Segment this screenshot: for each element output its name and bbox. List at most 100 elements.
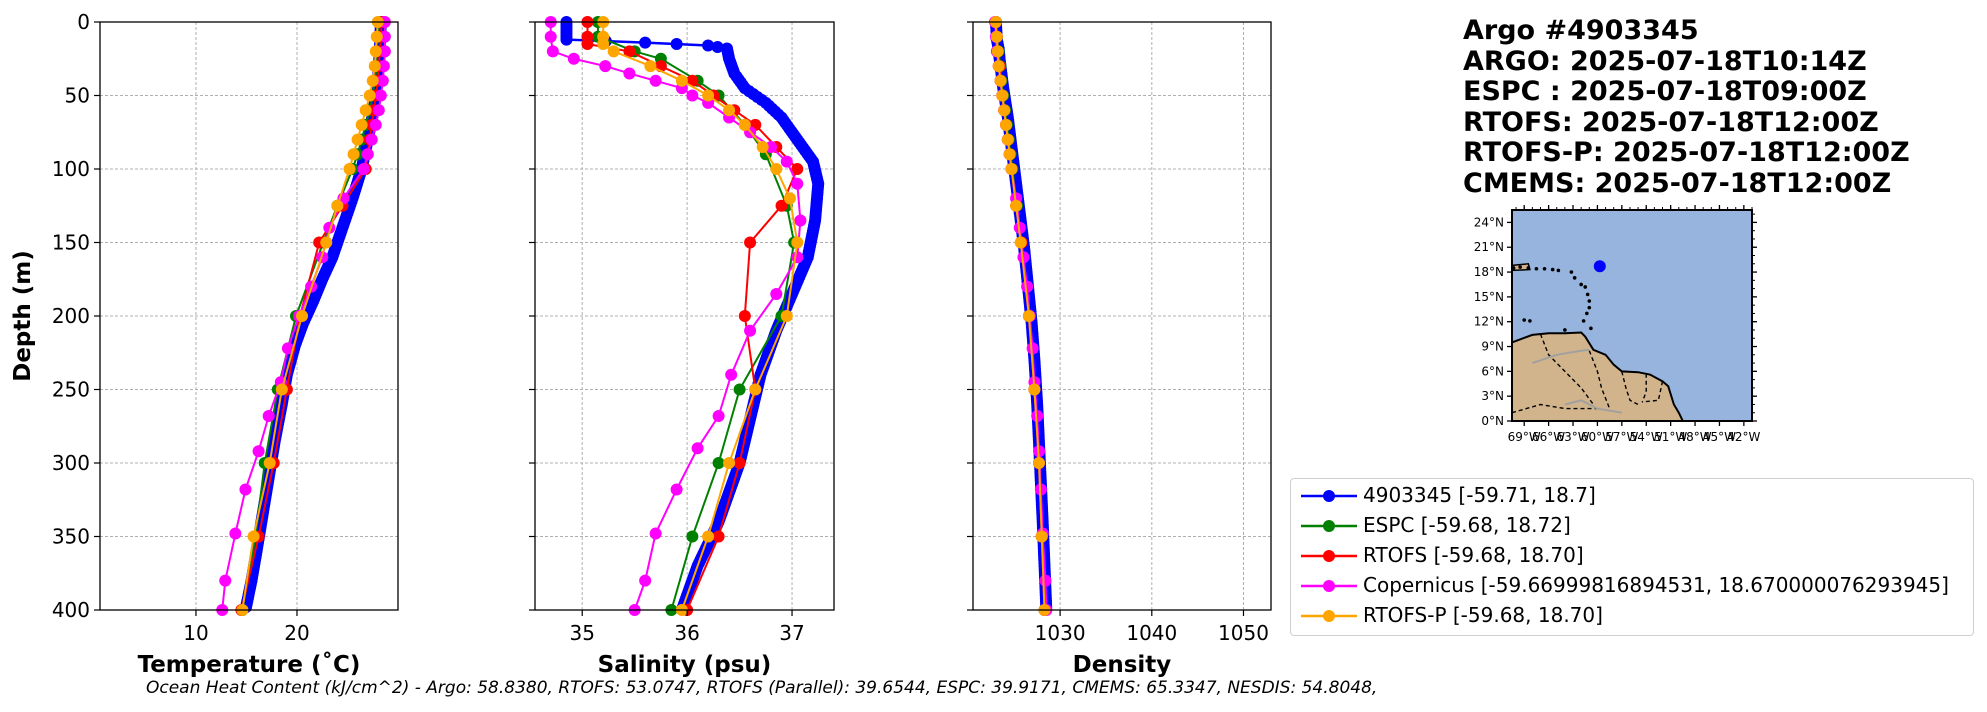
- data-point: [780, 310, 793, 322]
- temperature-panel: 0 50 100 150 200 250 300 350 400 10 20 Temperature …: [10, 10, 399, 678]
- island-dot: [1563, 328, 1567, 332]
- data-point: [623, 67, 636, 80]
- argo-time: ARGO: 2025-07-18T10:14Z: [1463, 45, 1867, 77]
- data-point: [1001, 133, 1014, 146]
- legend-item: RTOFS-P [-59.68, 18.70]: [1291, 601, 1971, 631]
- data-point: [366, 74, 379, 87]
- legend-label: Copernicus [-59.66999816894531, 18.67000…: [1363, 573, 1949, 597]
- y-tick-label: 250: [52, 378, 90, 402]
- data-point: [607, 45, 620, 58]
- data-point: [1031, 409, 1044, 422]
- data-point: [597, 38, 610, 51]
- data-point: [1003, 148, 1016, 161]
- x-tick-label: 35: [569, 621, 594, 645]
- data-point: [791, 236, 804, 249]
- lat-tick-label: 3°N: [1481, 389, 1504, 403]
- y-tick-label: 400: [52, 598, 90, 622]
- island-dot: [1528, 319, 1532, 323]
- series-group: [544, 16, 825, 616]
- data-point: [623, 45, 636, 58]
- lon-tick-label: 57°W: [1605, 430, 1638, 444]
- data-point: [712, 409, 725, 422]
- legend-marker-icon: [1323, 490, 1335, 502]
- data-point: [675, 74, 688, 87]
- data-point: [783, 192, 796, 205]
- title-block: Argo #4903345 ARGO: 2025-07-18T10:14Z ES…: [1463, 15, 1910, 199]
- data-point: [275, 383, 288, 396]
- map-frame: [1511, 209, 1753, 422]
- border-line: [1511, 403, 1598, 414]
- data-point: [649, 527, 662, 540]
- island-dot: [1542, 266, 1547, 271]
- data-point: [560, 33, 573, 46]
- legend-label: ESPC [-59.68, 18.72]: [1363, 513, 1571, 537]
- data-point: [370, 30, 383, 43]
- data-point: [686, 74, 699, 87]
- data-point: [770, 163, 783, 175]
- legend-item: Copernicus [-59.66999816894531, 18.67000…: [1291, 571, 1971, 601]
- y-tick-label: 50: [65, 84, 90, 108]
- data-point: [749, 383, 762, 396]
- island-dot: [1585, 311, 1589, 316]
- data-point: [791, 163, 804, 175]
- legend-marker-icon: [1323, 610, 1335, 622]
- lat-tick-label: 24°N: [1474, 215, 1504, 229]
- data-point: [991, 45, 1004, 58]
- data-point: [990, 30, 1003, 43]
- cmems-time: CMEMS: 2025-07-18T12:00Z: [1463, 167, 1892, 199]
- island-dot: [1585, 292, 1590, 297]
- lon-tick-label: 63°W: [1556, 430, 1589, 444]
- data-point: [377, 60, 390, 73]
- data-point: [649, 74, 662, 87]
- data-point: [794, 214, 807, 227]
- data-point: [1022, 310, 1035, 322]
- data-point: [599, 60, 612, 73]
- island-dot: [1589, 326, 1593, 331]
- data-point: [347, 148, 360, 161]
- legend-marker-icon: [1323, 550, 1335, 562]
- lat-tick-label: 18°N: [1474, 265, 1504, 279]
- data-point: [229, 527, 242, 540]
- y-axis-label: Depth (m): [10, 250, 36, 382]
- data-point: [359, 104, 372, 117]
- data-point: [374, 89, 387, 102]
- series-line-RTOFS: [586, 22, 799, 611]
- legend-item: 4903345 [-59.71, 18.7]: [1291, 481, 1971, 511]
- lon-tick-label: 48°W: [1678, 430, 1711, 444]
- data-point: [343, 163, 356, 175]
- border-line: [1539, 333, 1594, 405]
- data-point: [1000, 118, 1013, 131]
- data-point: [1028, 383, 1041, 396]
- x-tick-label: 1030: [1035, 621, 1086, 645]
- x-tick-label: 36: [674, 621, 699, 645]
- lon-tick-label: 66°W: [1532, 430, 1565, 444]
- x-tick-label: 10: [183, 621, 208, 645]
- data-point: [581, 38, 594, 51]
- legend-item: RTOFS [-59.68, 18.70]: [1291, 541, 1971, 571]
- salinity-panel: 35 36 37 Salinity (psu): [529, 16, 835, 678]
- x-tick-label: 37: [779, 621, 804, 645]
- data-point: [1035, 530, 1048, 543]
- data-point: [639, 36, 652, 49]
- data-point: [994, 74, 1007, 87]
- data-point: [331, 199, 344, 212]
- lon-tick-label: 60°W: [1581, 430, 1614, 444]
- lat-tick-label: 15°N: [1474, 290, 1504, 304]
- data-point: [765, 140, 778, 153]
- data-point: [702, 530, 715, 543]
- data-point: [252, 445, 265, 458]
- data-point: [712, 530, 725, 543]
- island-dot: [1587, 299, 1592, 303]
- data-point: [263, 457, 276, 469]
- data-point: [644, 60, 657, 73]
- data-point: [992, 60, 1005, 73]
- data-point: [670, 38, 683, 51]
- y-tick-label: 100: [52, 157, 90, 181]
- lon-tick-label: 42°W: [1727, 430, 1760, 444]
- y-tick-label: 0: [77, 10, 90, 34]
- axes-frame: [99, 21, 399, 611]
- data-point: [702, 89, 715, 102]
- y-tick-label: 300: [52, 451, 90, 475]
- lat-tick-label: 12°N: [1474, 315, 1504, 329]
- data-point: [723, 457, 736, 469]
